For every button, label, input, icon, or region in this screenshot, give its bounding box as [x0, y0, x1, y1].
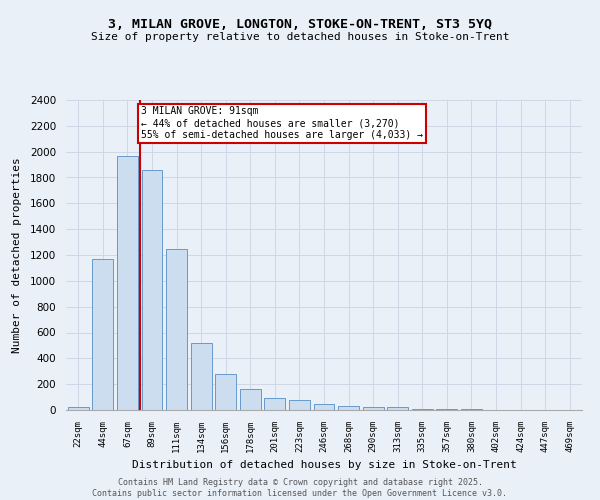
Bar — [265, 398, 286, 410]
Bar — [362, 407, 383, 410]
Bar — [142, 170, 163, 410]
Bar — [68, 407, 89, 410]
Bar — [338, 406, 359, 410]
Y-axis label: Number of detached properties: Number of detached properties — [11, 157, 22, 353]
Bar — [240, 390, 261, 410]
Bar — [191, 344, 212, 410]
Bar — [387, 408, 408, 410]
Bar — [289, 400, 310, 410]
Bar — [92, 259, 113, 410]
Bar — [117, 156, 138, 410]
Text: Size of property relative to detached houses in Stoke-on-Trent: Size of property relative to detached ho… — [91, 32, 509, 42]
Bar — [166, 249, 187, 410]
Text: 3, MILAN GROVE, LONGTON, STOKE-ON-TRENT, ST3 5YQ: 3, MILAN GROVE, LONGTON, STOKE-ON-TRENT,… — [108, 18, 492, 30]
Bar — [215, 374, 236, 410]
Text: 3 MILAN GROVE: 91sqm
← 44% of detached houses are smaller (3,270)
55% of semi-de: 3 MILAN GROVE: 91sqm ← 44% of detached h… — [141, 106, 423, 140]
Bar — [412, 408, 433, 410]
Bar — [314, 404, 334, 410]
X-axis label: Distribution of detached houses by size in Stoke-on-Trent: Distribution of detached houses by size … — [131, 460, 517, 470]
Text: Contains HM Land Registry data © Crown copyright and database right 2025.
Contai: Contains HM Land Registry data © Crown c… — [92, 478, 508, 498]
